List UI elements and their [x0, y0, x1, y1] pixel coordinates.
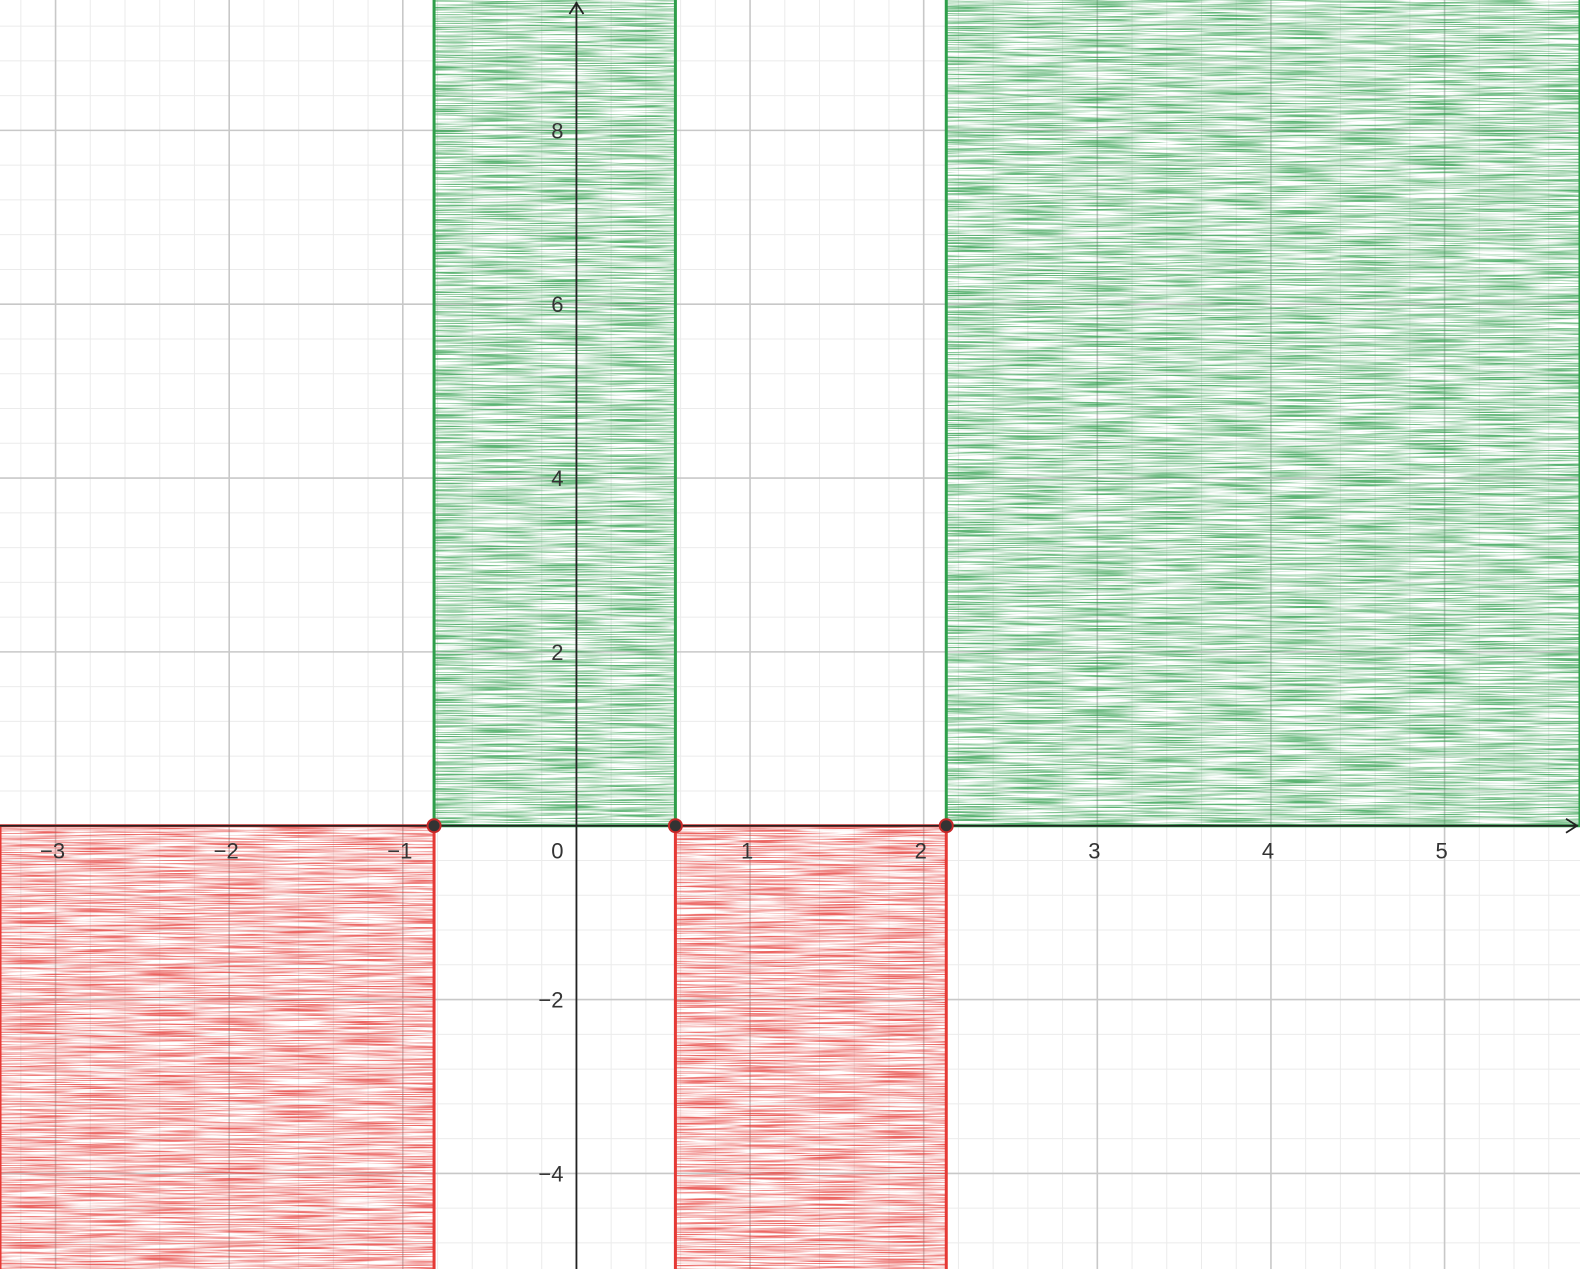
x-tick-label: −2: [214, 839, 239, 864]
region-fill: [0, 825, 435, 1269]
y-tick-label: −2: [538, 988, 563, 1013]
root-point: [667, 818, 683, 834]
tick-labels: −3 −2 −1 1 2 3 4 5 −4 −2 2 4 6 8 0: [40, 118, 1448, 1186]
y-tick-label: 8: [551, 118, 563, 143]
x-tick-label: 1: [741, 839, 753, 864]
x-tick-label: −1: [387, 839, 412, 864]
region-fill: [434, 0, 676, 826]
root-points: [426, 818, 954, 834]
positive-region-3: [944, 0, 1580, 828]
origin-label: 0: [551, 839, 563, 864]
region-fill: [675, 825, 947, 1269]
negative-region-0: [0, 824, 436, 1269]
y-tick-label: 6: [551, 292, 563, 317]
x-tick-label: 2: [915, 839, 927, 864]
root-point: [426, 818, 442, 834]
x-tick-label: −3: [40, 839, 65, 864]
x-tick-label: 4: [1262, 839, 1274, 864]
x-tick-label: 5: [1435, 839, 1447, 864]
x-tick-label: 3: [1088, 839, 1100, 864]
x-axis-arrow: [1565, 817, 1579, 834]
negative-region-2: [673, 824, 948, 1269]
y-tick-label: 2: [551, 640, 563, 665]
positive-region-1: [432, 0, 677, 828]
y-tick-label: −4: [538, 1161, 563, 1186]
y-axis-arrow: [568, 1, 585, 15]
region-fill: [946, 0, 1580, 826]
y-tick-label: 4: [551, 466, 563, 491]
root-point: [938, 818, 954, 834]
